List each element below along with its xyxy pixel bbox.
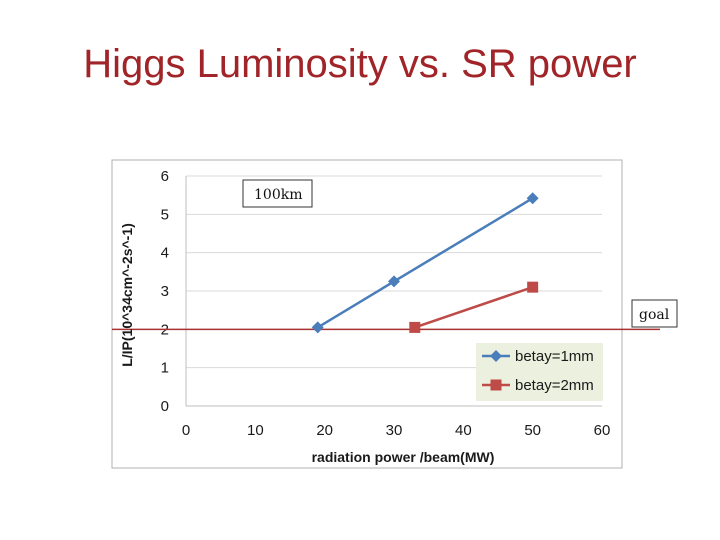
annotation-100km-text: 100km bbox=[254, 187, 302, 203]
x-tick-label: 0 bbox=[182, 422, 190, 439]
legend-label: betay=2mm bbox=[515, 377, 594, 394]
x-tick-label: 40 bbox=[455, 422, 472, 439]
x-tick-label: 50 bbox=[524, 422, 541, 439]
series-2 bbox=[409, 281, 539, 333]
y-tick-label: 5 bbox=[161, 206, 169, 223]
legend-label: betay=1mm bbox=[515, 348, 594, 365]
data-point bbox=[409, 321, 421, 333]
chart-frame bbox=[111, 159, 623, 469]
series-line bbox=[414, 285, 534, 329]
y-tick-label: 1 bbox=[161, 360, 169, 377]
x-tick-label: 10 bbox=[247, 422, 264, 439]
x-tick-label: 60 bbox=[594, 422, 611, 439]
y-axis-label: L/IP(10^34cm^-2s^-1) bbox=[119, 223, 135, 367]
series-1 bbox=[311, 192, 539, 334]
data-point bbox=[526, 192, 539, 205]
legend-item: betay=2mm bbox=[482, 377, 594, 394]
x-tick-label: 30 bbox=[386, 422, 403, 439]
data-point bbox=[527, 281, 539, 293]
annotation-box bbox=[242, 179, 313, 208]
y-tick-label: 3 bbox=[161, 283, 169, 300]
x-axis-label: radiation power /beam(MW) bbox=[312, 449, 495, 465]
annotation-goal-text: goal bbox=[639, 307, 670, 323]
y-tick-label: 0 bbox=[161, 398, 169, 415]
y-tick-label: 6 bbox=[161, 168, 169, 185]
data-point bbox=[388, 275, 400, 288]
annotation-100km: 100km bbox=[242, 179, 313, 208]
annotation-goal: goal bbox=[631, 299, 678, 328]
x-tick-label: 20 bbox=[316, 422, 333, 439]
legend: betay=1mm betay=2mm bbox=[476, 343, 603, 401]
annotation-box bbox=[631, 299, 678, 328]
slide-title: Higgs Luminosity vs. SR power bbox=[83, 42, 637, 86]
data-point bbox=[311, 321, 324, 334]
axes bbox=[185, 176, 602, 407]
legend-swatch-marker bbox=[490, 379, 502, 391]
legend-item: betay=1mm bbox=[482, 348, 594, 365]
legend-swatch-marker bbox=[490, 350, 502, 362]
y-tick-label: 4 bbox=[161, 245, 169, 262]
series-layer bbox=[311, 192, 539, 334]
